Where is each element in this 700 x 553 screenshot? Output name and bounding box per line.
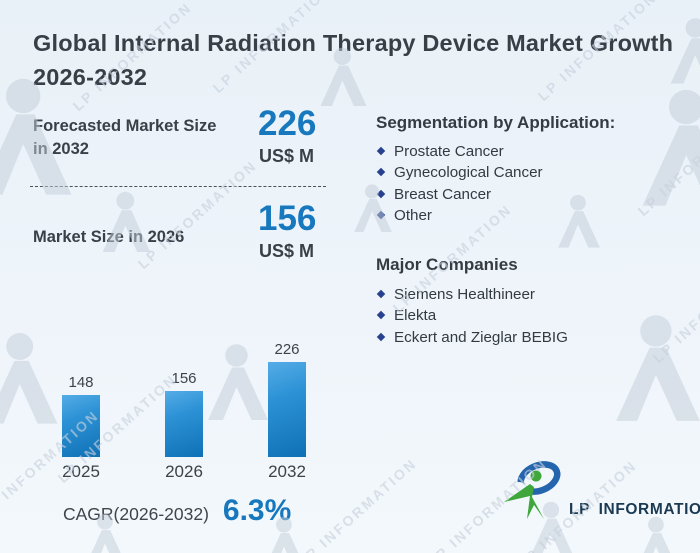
company-label: Siemens Healthineer — [394, 286, 535, 303]
list-item: Gynecological Cancer — [376, 162, 543, 183]
bar-value-label: 156 — [171, 370, 197, 387]
bullet-diamond-icon — [376, 289, 386, 299]
lp-information-logo: LP INFORMATION — [503, 459, 700, 526]
bar-category-label: 2032 — [268, 462, 306, 481]
forecast-size-unit: US$ M — [259, 146, 315, 166]
forecast-size-value: 226 — [258, 104, 317, 143]
lp-logo-mark-icon — [503, 459, 567, 526]
list-item: Elekta — [376, 305, 568, 326]
bullet-diamond-icon — [376, 189, 386, 198]
segment-label: Gynecological Cancer — [394, 164, 543, 182]
bar-2026 — [165, 391, 203, 457]
dashed-divider — [30, 186, 326, 187]
forecast-size-label: Forecasted Market Size in 2032 — [33, 117, 217, 158]
list-item: Other — [376, 205, 543, 226]
list-item: Prostate Cancer — [376, 141, 543, 162]
market-size-value: 156 — [258, 199, 317, 238]
bar-value-label: 148 — [68, 374, 94, 391]
bullet-diamond-icon — [376, 168, 386, 177]
market-size-label: Market Size in 2026 — [33, 228, 185, 246]
bar-2025 — [62, 395, 100, 457]
list-item: Siemens Healthineer — [376, 284, 568, 305]
bar-group-2032: 226 2032 — [258, 341, 316, 482]
company-label: Eckert and Zieglar BEBIG — [394, 328, 568, 346]
companies-list: Siemens Healthineer Elekta Eckert and Zi… — [376, 284, 568, 348]
segmentation-list: Prostate Cancer Gynecological Cancer Bre… — [376, 141, 543, 226]
logo-wordmark: LP INFORMATION — [569, 501, 700, 518]
bullet-diamond-icon — [376, 210, 386, 220]
segment-label: Prostate Cancer — [394, 143, 504, 160]
bar-category-label: 2025 — [62, 462, 100, 481]
company-label: Elekta — [394, 307, 437, 325]
cagr-row: CAGR(2026-2032) 6.3% — [63, 494, 291, 528]
bullet-diamond-icon — [376, 332, 386, 341]
market-size-bar-chart: 148 2025 156 2026 226 2032 — [52, 341, 316, 482]
list-item: Eckert and Zieglar BEBIG — [376, 327, 568, 348]
bullet-diamond-icon — [376, 146, 386, 156]
cagr-value: 6.3% — [222, 494, 292, 527]
cagr-label: CAGR(2026-2032) — [63, 504, 209, 524]
bar-group-2025: 148 2025 — [52, 374, 110, 482]
segment-label: Other — [394, 206, 432, 224]
segmentation-heading: Segmentation by Application: — [376, 113, 616, 132]
bar-2032 — [268, 362, 306, 457]
bar-group-2026: 156 2026 — [155, 370, 213, 482]
companies-heading: Major Companies — [376, 255, 518, 274]
list-item: Breast Cancer — [376, 184, 543, 205]
segment-label: Breast Cancer — [394, 185, 492, 203]
bullet-diamond-icon — [376, 311, 386, 320]
bar-category-label: 2026 — [165, 462, 203, 481]
page-title: Global Internal Radiation Therapy Device… — [33, 30, 674, 90]
bar-value-label: 226 — [274, 341, 300, 358]
market-size-unit: US$ M — [259, 241, 315, 261]
